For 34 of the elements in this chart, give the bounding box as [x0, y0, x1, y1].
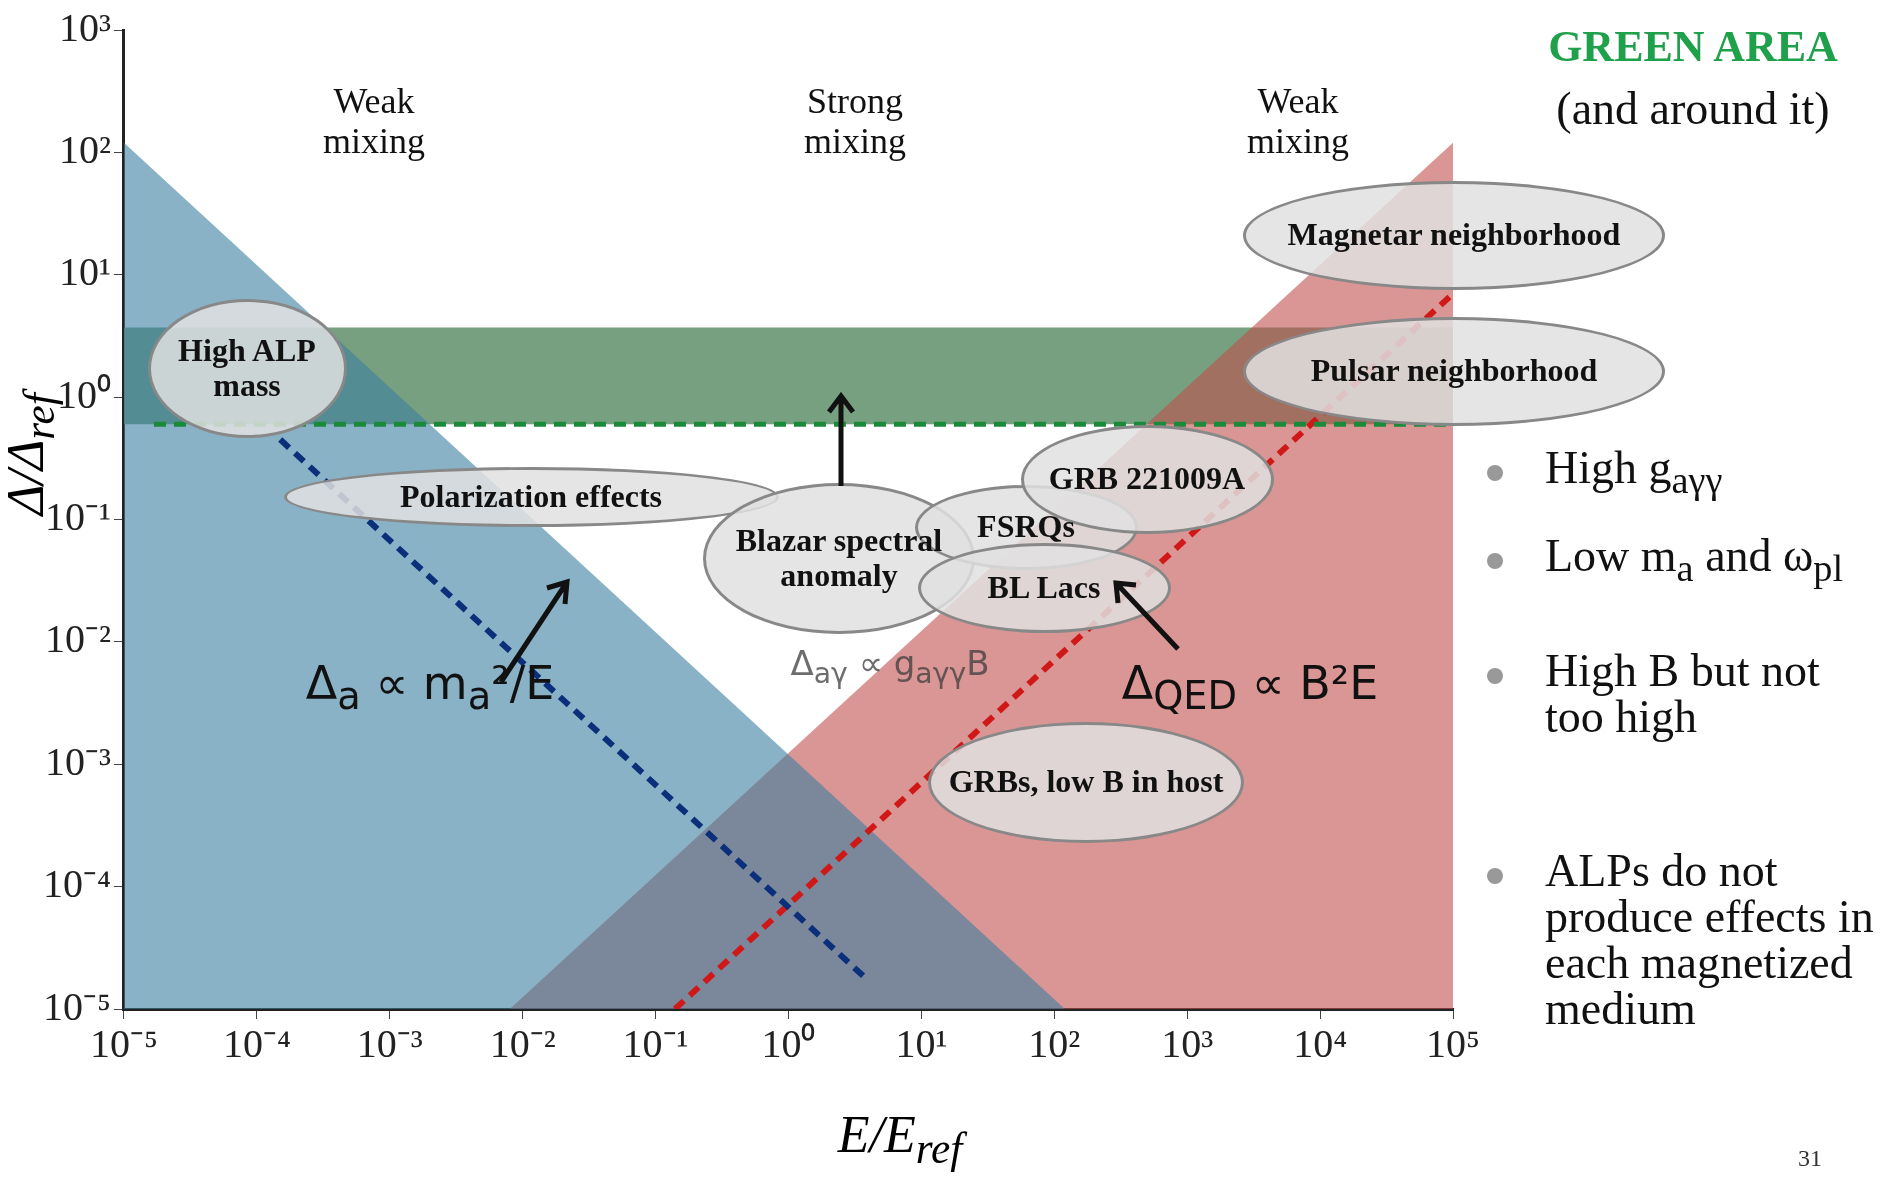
annotation: BL Lacs	[987, 569, 1101, 606]
y-tick-label: 10⁻²	[44, 616, 111, 662]
y-tick-label: 10⁻³	[44, 738, 111, 784]
x-tick-label: 10⁻²	[489, 1020, 556, 1066]
x-tick-label: 10⁵	[1426, 1020, 1480, 1066]
annotation: GRB 221009A	[1048, 460, 1246, 497]
annotation: Strong mixing	[803, 81, 907, 162]
text: (and around it)	[1555, 83, 1831, 135]
x-tick-label: 10⁻³	[356, 1020, 423, 1066]
x-tick-label: 10⁴	[1293, 1020, 1348, 1066]
annotation: Polarization effects	[399, 478, 663, 515]
text: 31	[1797, 1145, 1823, 1172]
text: GREEN AREA	[1547, 22, 1839, 72]
text: High B but not too high	[1545, 645, 1821, 742]
text: ALPs do not produce effects in each magnetized medium	[1545, 845, 1875, 1034]
annotation: Δ$_{aγ}$ ∝ g$_{aγγ}$B	[789, 643, 991, 690]
x-tick-label: 10⁰	[761, 1020, 816, 1066]
y-tick-label: 10⁻⁴	[42, 861, 111, 907]
x-axis-title: E/E$_{ref}$	[836, 1105, 969, 1174]
annotation: Weak mixing	[322, 81, 426, 162]
x-tick-label: 10²	[1028, 1020, 1081, 1066]
y-tick-label: 10³	[58, 4, 111, 50]
annotation: Δ$_{QED}$ ∝ B²E	[1120, 656, 1380, 719]
x-tick-label: 10⁻¹	[622, 1020, 689, 1066]
text: High g$_{aγγ}$	[1545, 442, 1724, 502]
x-tick-label: 10¹	[895, 1020, 948, 1066]
annotation: Weak mixing	[1246, 81, 1350, 162]
annotation: Δ$_{a}$ ∝ m$_{a}$²/E	[304, 656, 556, 719]
x-tick-label: 10³	[1161, 1020, 1214, 1066]
annotation: FSRQs	[977, 508, 1075, 545]
x-tick-label: 10⁻⁴	[222, 1020, 291, 1066]
y-tick-label: 10²	[58, 126, 111, 172]
text: Low m$_{a}$ and ω$_{pl}$	[1545, 530, 1845, 590]
y-tick-label: 10¹	[58, 249, 111, 295]
